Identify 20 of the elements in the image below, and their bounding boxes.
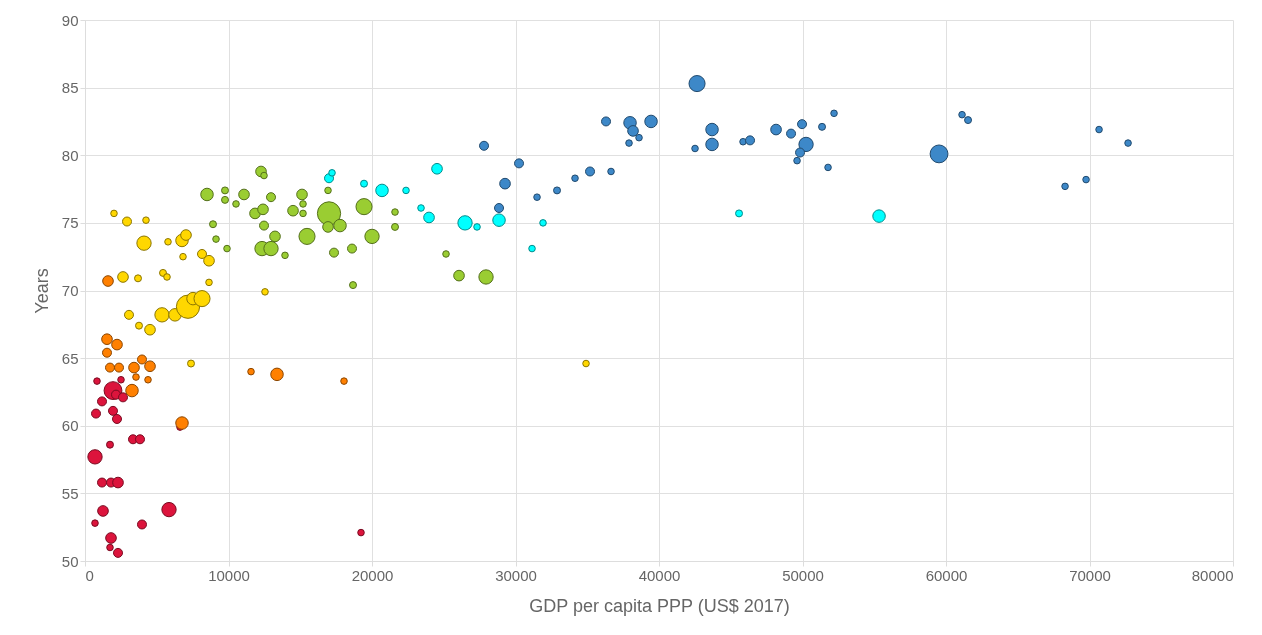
x-tick-label: 70000	[1069, 566, 1111, 584]
y-tick-label: 90	[61, 11, 79, 29]
x-tick-label: 0	[85, 566, 94, 584]
y-tick-label: 50	[61, 552, 79, 570]
y-tick-label: 60	[61, 417, 79, 435]
y-tick-label: 65	[61, 349, 79, 367]
y-tick-label: 85	[61, 79, 79, 97]
x-tick-label: 60000	[925, 566, 968, 584]
x-tick-label: 40000	[638, 566, 681, 584]
x-tick-label: 80000	[1191, 566, 1234, 584]
y-tick-label: 70	[61, 282, 79, 299]
y-tick-label: 75	[61, 214, 79, 232]
y-tick-label: 55	[61, 484, 79, 502]
x-axis-title: GDP per capita PPP (US$ 2017)	[529, 595, 790, 616]
y-tick-label: 80	[61, 146, 79, 164]
x-tick-label: 50000	[782, 566, 824, 584]
x-tick-label: 30000	[495, 566, 537, 584]
x-tick-label: 10000	[208, 566, 250, 584]
y-axis-title: Years	[31, 268, 52, 314]
x-tick-label: 20000	[351, 566, 394, 584]
